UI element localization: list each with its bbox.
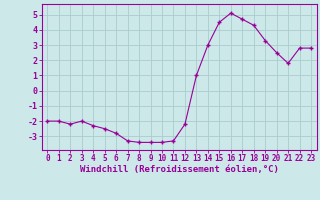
X-axis label: Windchill (Refroidissement éolien,°C): Windchill (Refroidissement éolien,°C) xyxy=(80,165,279,174)
